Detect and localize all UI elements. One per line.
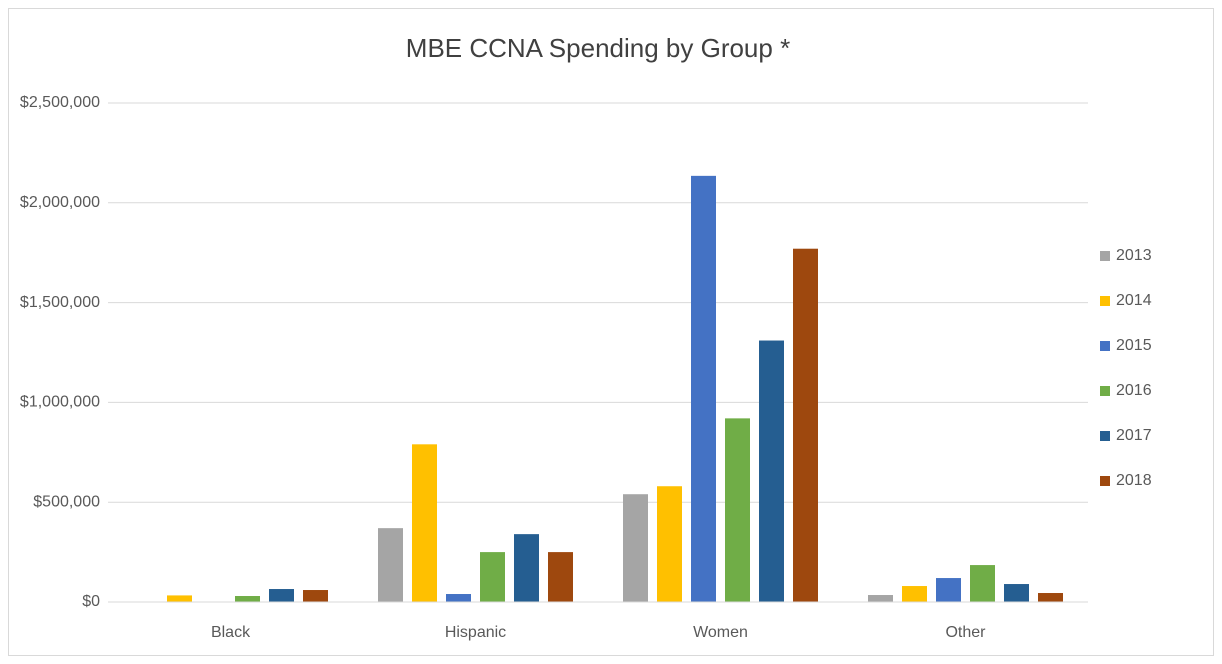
bar xyxy=(480,552,505,602)
x-tick-label: Women xyxy=(693,624,748,641)
legend-label: 2016 xyxy=(1116,382,1152,399)
y-tick-label: $2,000,000 xyxy=(20,194,100,211)
bar xyxy=(514,534,539,602)
chart-title: MBE CCNA Spending by Group * xyxy=(406,33,790,63)
legend-swatch xyxy=(1100,431,1110,441)
legend-swatch xyxy=(1100,251,1110,261)
y-tick-label: $0 xyxy=(82,593,100,610)
bar xyxy=(902,586,927,602)
bar xyxy=(936,578,961,602)
y-tick-label: $1,000,000 xyxy=(20,394,100,411)
bar xyxy=(793,248,818,602)
y-tick-label: $1,500,000 xyxy=(20,294,100,311)
y-tick-label: $500,000 xyxy=(33,493,100,510)
bar xyxy=(235,596,260,602)
legend-swatch xyxy=(1100,341,1110,351)
x-tick-label: Other xyxy=(945,624,986,641)
legend-label: 2013 xyxy=(1116,247,1152,264)
legend-swatch xyxy=(1100,386,1110,396)
bar xyxy=(657,486,682,602)
legend-swatch xyxy=(1100,476,1110,486)
chart-border xyxy=(8,8,1214,656)
y-tick-label: $2,500,000 xyxy=(20,94,100,111)
bar xyxy=(1004,584,1029,602)
bar xyxy=(725,418,750,602)
x-tick-label: Hispanic xyxy=(445,624,506,641)
legend-label: 2018 xyxy=(1116,472,1152,489)
bar xyxy=(446,594,471,602)
bar xyxy=(691,175,716,602)
bar xyxy=(269,589,294,602)
legend-swatch xyxy=(1100,296,1110,306)
bar xyxy=(868,595,893,602)
bar xyxy=(970,565,995,602)
bar xyxy=(1038,593,1063,602)
legend-label: 2014 xyxy=(1116,292,1152,309)
legend-label: 2015 xyxy=(1116,337,1152,354)
bar xyxy=(303,590,328,602)
bar xyxy=(378,528,403,602)
legend-label: 2017 xyxy=(1116,427,1152,444)
x-tick-label: Black xyxy=(211,624,251,641)
bar xyxy=(412,444,437,602)
bar xyxy=(759,340,784,602)
bar xyxy=(548,552,573,602)
bar xyxy=(167,595,192,602)
bar xyxy=(623,494,648,602)
